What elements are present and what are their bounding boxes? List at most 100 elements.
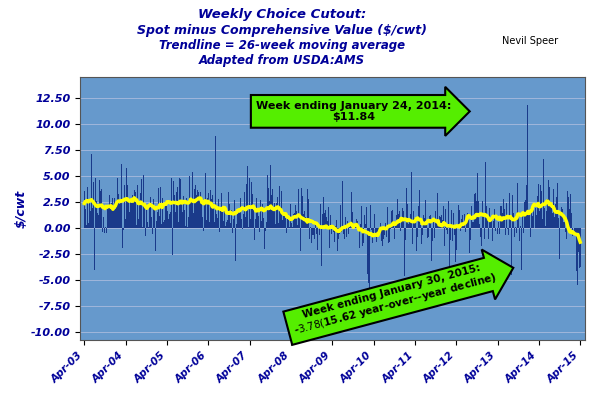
Bar — [316, 228, 317, 234]
Bar — [563, 222, 564, 228]
Bar — [521, 228, 522, 270]
Bar — [127, 185, 128, 228]
Bar — [498, 222, 499, 228]
Bar — [507, 228, 508, 229]
Bar — [524, 202, 525, 228]
Bar — [401, 217, 402, 228]
Bar — [185, 214, 186, 228]
Bar — [233, 219, 234, 228]
Bar — [98, 215, 99, 228]
Bar — [439, 216, 440, 228]
Bar — [484, 228, 485, 239]
Bar — [226, 222, 227, 228]
Bar — [400, 228, 401, 230]
Bar — [204, 201, 205, 228]
Bar — [210, 190, 211, 228]
Bar — [436, 223, 437, 228]
Bar — [152, 228, 153, 234]
Bar — [422, 228, 423, 236]
Bar — [330, 214, 331, 228]
Bar — [551, 208, 552, 228]
Bar — [575, 228, 576, 236]
Bar — [153, 199, 154, 228]
Bar — [367, 228, 368, 274]
Bar — [412, 228, 413, 244]
Bar — [448, 201, 449, 228]
Bar — [275, 224, 276, 228]
Bar — [165, 201, 166, 228]
Bar — [241, 219, 242, 228]
Bar — [511, 228, 512, 275]
Bar — [202, 216, 203, 228]
Bar — [160, 187, 161, 228]
Bar — [547, 199, 548, 228]
Bar — [167, 211, 168, 228]
Bar — [266, 222, 267, 228]
Bar — [238, 212, 239, 228]
Bar — [394, 228, 395, 239]
Bar — [144, 208, 145, 228]
Bar — [461, 228, 463, 236]
Bar — [118, 194, 119, 228]
Bar — [333, 228, 334, 232]
Bar — [205, 172, 206, 228]
Bar — [313, 228, 314, 235]
Bar — [250, 218, 251, 228]
Bar — [427, 228, 428, 238]
Bar — [337, 228, 338, 252]
Bar — [537, 196, 538, 228]
Bar — [217, 218, 218, 228]
Bar — [373, 228, 374, 233]
Bar — [565, 228, 566, 232]
Bar — [341, 228, 342, 232]
Bar — [398, 214, 399, 228]
Bar — [350, 216, 352, 228]
Bar — [349, 226, 350, 228]
Bar — [240, 198, 241, 228]
Bar — [257, 209, 258, 228]
Bar — [443, 206, 444, 228]
Bar — [279, 186, 280, 228]
Bar — [141, 179, 142, 228]
Bar — [552, 214, 553, 228]
Bar — [386, 228, 387, 237]
Bar — [576, 228, 577, 272]
Bar — [129, 212, 130, 228]
Bar — [426, 222, 427, 228]
Bar — [460, 228, 461, 231]
Bar — [317, 228, 318, 250]
Bar — [274, 203, 275, 228]
Bar — [151, 216, 152, 228]
Bar — [242, 196, 244, 228]
Bar — [186, 198, 187, 228]
Bar — [149, 204, 150, 228]
Bar — [259, 228, 260, 232]
Bar — [239, 214, 240, 228]
Bar — [183, 196, 184, 228]
Bar — [453, 212, 454, 228]
Bar — [110, 205, 111, 228]
Bar — [485, 162, 486, 228]
Bar — [360, 224, 361, 228]
Text: Nevil Speer: Nevil Speer — [502, 36, 558, 46]
Bar — [184, 210, 185, 228]
Bar — [85, 210, 86, 228]
Bar — [236, 224, 237, 228]
Bar — [361, 206, 362, 228]
Bar — [438, 221, 439, 228]
Bar — [379, 228, 380, 233]
Bar — [532, 216, 533, 228]
Y-axis label: $/cwt: $/cwt — [15, 190, 28, 228]
Bar — [470, 228, 471, 240]
Bar — [295, 206, 296, 228]
Bar — [232, 228, 233, 233]
Bar — [135, 192, 136, 228]
Bar — [106, 228, 107, 234]
Bar — [103, 217, 104, 228]
Bar — [388, 228, 389, 243]
Bar — [111, 203, 112, 228]
Bar — [287, 218, 288, 228]
Bar — [464, 214, 465, 228]
Bar — [358, 228, 359, 230]
Bar — [321, 228, 322, 266]
